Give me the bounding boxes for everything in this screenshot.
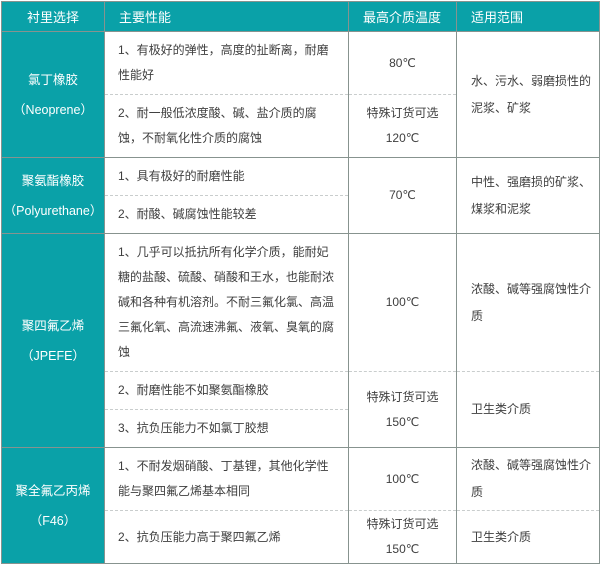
performance-cell: 1、几乎可以抵抗所有化学介质，能耐妃糖的盐酸、硫酸、硝酸和王水，也能耐浓碱和各种…: [104, 233, 349, 372]
range-cell: 浓酸、碱等强腐蚀性介质: [456, 447, 600, 511]
material-name: 聚氨酯橡胶: [21, 173, 85, 188]
table-row: 聚四氟乙烯 （JPEFE） 1、几乎可以抵抗所有化学介质，能耐妃糖的盐酸、硫酸、…: [1, 233, 600, 448]
range-cell: 水、污水、弱磨损性的泥浆、矿浆: [456, 31, 600, 158]
material-name-en: （Polyurethane）: [3, 203, 103, 218]
temp-cell: 100℃: [348, 447, 457, 511]
material-name: 聚四氟乙烯: [21, 318, 85, 333]
range-cell: 中性、强磨损的矿浆、煤浆和泥浆: [456, 157, 600, 234]
range-cell: 浓酸、碱等强腐蚀性介质: [456, 233, 600, 372]
range-cell: 卫生类介质: [456, 371, 600, 448]
material-name-en: （Neoprene）: [13, 102, 93, 117]
material-cell-polyurethane: 聚氨酯橡胶 （Polyurethane）: [1, 157, 105, 234]
temp-note: 特殊订货可选: [366, 517, 439, 531]
table-row: 2、耐一般低浓度酸、碱、盐介质的腐蚀，不耐氧化性介质的腐蚀 特殊订货可选 120…: [2, 94, 600, 158]
header-lining: 衬里选择: [1, 1, 105, 32]
performance-cell: 1、有极好的弹性，高度的扯断离，耐磨性能好: [104, 31, 349, 95]
temp-value: 120℃: [385, 131, 420, 145]
material-cell-neoprene: 氯丁橡胶 （Neoprene）: [1, 31, 105, 158]
temp-cell: 特殊订货可选 150℃: [348, 510, 457, 564]
performance-cell: 1、具有极好的耐磨性能: [104, 157, 349, 196]
material-name-en: （JPEFE）: [21, 348, 85, 363]
temp-cell: 特殊订货可选 120℃: [348, 94, 457, 158]
performance-cell: 1、不耐发烟硝酸、丁基锂，其他化学性能与聚四氟乙烯基本相同: [104, 447, 349, 511]
temp-value: 150℃: [385, 542, 420, 556]
performance-cell: 2、耐磨性能不如聚氨酯橡胶: [104, 371, 349, 410]
performance-cell: 2、耐一般低浓度酸、碱、盐介质的腐蚀，不耐氧化性介质的腐蚀: [104, 94, 349, 158]
header-max-temp: 最高介质温度: [348, 1, 457, 32]
table-row: 聚全氟乙丙烯 （F46） 1、不耐发烟硝酸、丁基锂，其他化学性能与聚四氟乙烯基本…: [1, 447, 600, 564]
performance-cell: 2、耐酸、碱腐蚀性能较差: [104, 195, 349, 234]
temp-cell: 80℃: [348, 31, 457, 95]
temp-cell: 100℃: [348, 233, 457, 372]
material-cell-f46: 聚全氟乙丙烯 （F46）: [1, 447, 105, 564]
header-row: 衬里选择 主要性能 最高介质温度 适用范围: [1, 1, 600, 32]
temp-cell: 特殊订货可选 150℃: [348, 371, 457, 448]
temp-note: 特殊订货可选: [366, 106, 439, 120]
performance-cell: 2、抗负压能力高于聚四氟乙烯: [104, 510, 349, 564]
header-range: 适用范围: [456, 1, 600, 32]
material-name: 聚全氟乙丙烯: [15, 483, 91, 498]
material-cell-jpefe: 聚四氟乙烯 （JPEFE）: [1, 233, 105, 448]
temp-value: 150℃: [385, 414, 420, 429]
material-name-en: （F46）: [29, 513, 77, 528]
performance-cell: 3、抗负压能力不如氯丁胶想: [104, 409, 349, 448]
range-cell: 卫生类介质: [456, 510, 600, 564]
temp-note: 特殊订货可选: [366, 389, 439, 404]
temp-cell: 70℃: [348, 157, 457, 234]
table-row: 氯丁橡胶 （Neoprene） 1、有极好的弹性，高度的扯断离，耐磨性能好 80…: [1, 31, 600, 158]
header-performance: 主要性能: [104, 1, 349, 32]
table-row: 聚氨酯橡胶 （Polyurethane） 1、具有极好的耐磨性能 70℃ 中性、…: [1, 157, 600, 234]
material-name: 氯丁橡胶: [27, 72, 78, 87]
